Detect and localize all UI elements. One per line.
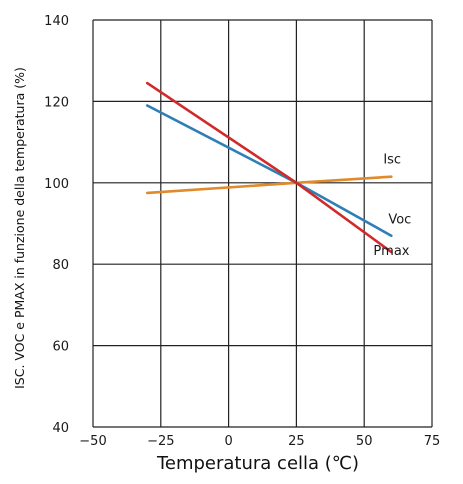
- series-line-pmax: [145, 81, 393, 254]
- series-line-voc: [145, 104, 393, 238]
- series-label-pmax: Pmax: [373, 244, 409, 259]
- series-labels: Isc Voc Pmax: [373, 153, 411, 259]
- y-axis-title: ISC. VOC e PMAX in funzione della temper…: [12, 67, 27, 389]
- y-tick-label: 100: [44, 177, 69, 192]
- x-tick-label: 75: [424, 434, 441, 449]
- y-tick-label: 140: [44, 14, 69, 29]
- series-label-voc: Voc: [388, 213, 411, 228]
- series-label-isc: Isc: [383, 153, 401, 168]
- x-tick-label: −50: [79, 434, 106, 449]
- x-tick-label: 0: [224, 434, 232, 449]
- y-tick-label: 120: [44, 95, 69, 110]
- y-tick-label: 80: [52, 258, 69, 273]
- series-lines: [145, 81, 393, 254]
- grid: [92, 19, 433, 428]
- x-tick-label: −25: [147, 434, 174, 449]
- y-tick-label: 40: [52, 421, 69, 436]
- x-tick-label: 25: [288, 434, 305, 449]
- x-tick-label: 50: [356, 434, 373, 449]
- x-axis-title: Temperatura cella (℃): [156, 453, 359, 474]
- y-tick-label: 60: [52, 340, 69, 355]
- series-line-isc: [145, 175, 393, 195]
- tick-labels: 40 60 80 100 120 140 −50 −25 0 25 50 75: [44, 14, 440, 449]
